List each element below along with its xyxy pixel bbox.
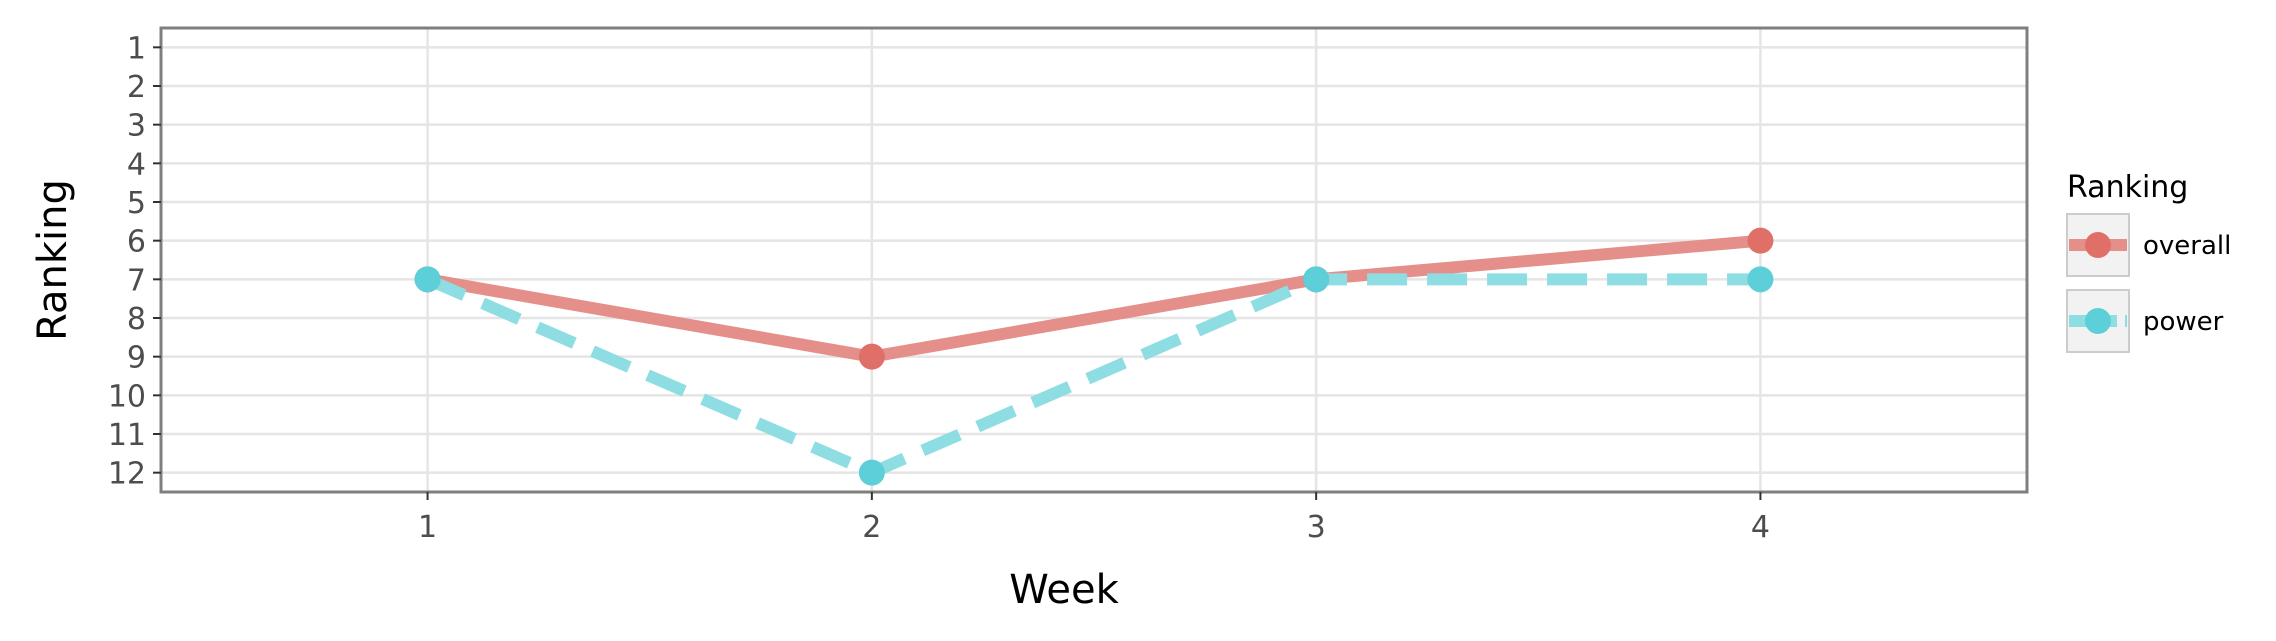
y-tick-label: 2 <box>127 70 146 105</box>
series-lines <box>425 234 1761 479</box>
series-points <box>414 227 1774 486</box>
data-point-power <box>414 266 441 293</box>
y-tick-label: 8 <box>127 302 146 337</box>
y-tick-label: 12 <box>108 457 146 492</box>
y-tick-label: 3 <box>127 109 146 144</box>
legend-title: Ranking <box>2067 170 2188 205</box>
y-tick-label: 4 <box>127 147 146 182</box>
grid-lines <box>161 28 2027 492</box>
x-tick-label: 1 <box>418 510 437 545</box>
data-point-power <box>1747 266 1774 293</box>
legend-key-point <box>2085 308 2111 334</box>
x-tick-label: 4 <box>1751 510 1770 545</box>
y-tick-label: 1 <box>127 31 146 66</box>
y-tick-label: 10 <box>108 379 146 414</box>
legend: Ranking overall power <box>2066 170 2231 353</box>
y-tick-label: 7 <box>127 263 146 298</box>
y-tick-label: 11 <box>108 418 146 453</box>
y-tick-label: 6 <box>127 225 146 260</box>
legend-label-power: power <box>2143 307 2224 337</box>
data-point-overall <box>1747 227 1774 254</box>
y-tick-label: 5 <box>127 186 146 221</box>
x-tick-label: 2 <box>862 510 881 545</box>
legend-items: overall power <box>2066 213 2231 353</box>
data-point-power <box>858 459 885 486</box>
plot-panel <box>159 26 2029 494</box>
y-tick-label: 9 <box>127 341 146 376</box>
x-tick-label: 3 <box>1307 510 1326 545</box>
series-line-power <box>425 273 1761 479</box>
series-line-overall <box>426 234 1761 363</box>
y-axis-title: Ranking <box>30 179 76 341</box>
x-axis-title: Week <box>1009 567 1119 613</box>
legend-key-point <box>2085 232 2111 258</box>
data-point-overall <box>858 343 885 370</box>
data-point-power <box>1303 266 1330 293</box>
legend-label-overall: overall <box>2143 231 2231 261</box>
